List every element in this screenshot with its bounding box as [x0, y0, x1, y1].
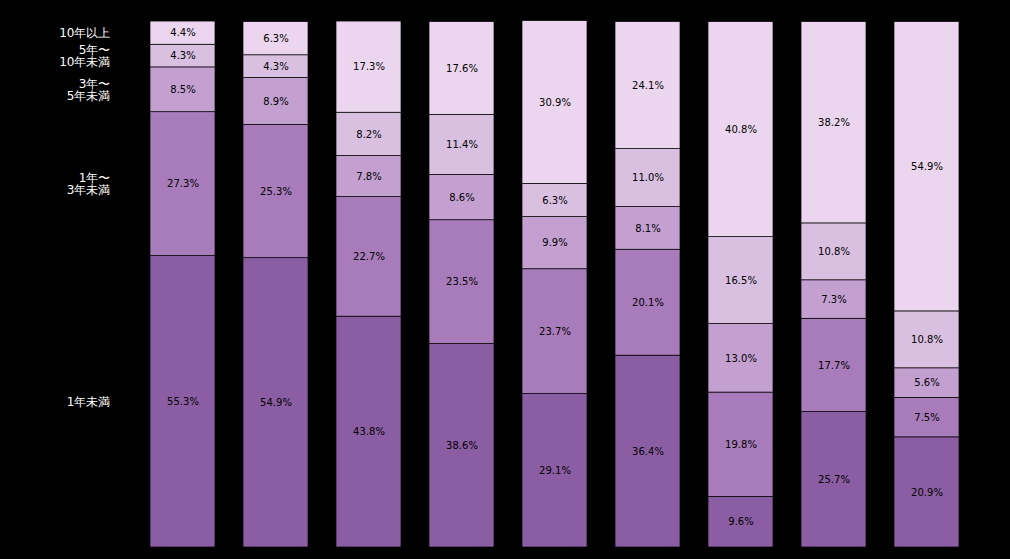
- svg-text:25.7%: 25.7%: [818, 474, 850, 485]
- svg-text:20.9%: 20.9%: [911, 487, 943, 498]
- svg-text:8.2%: 8.2%: [356, 129, 381, 140]
- svg-text:13.0%: 13.0%: [725, 353, 757, 364]
- svg-text:30.9%: 30.9%: [539, 97, 571, 108]
- svg-text:38.6%: 38.6%: [446, 440, 478, 451]
- svg-text:17.6%: 17.6%: [446, 63, 478, 74]
- svg-text:20.1%: 20.1%: [632, 297, 664, 308]
- svg-text:22.7%: 22.7%: [353, 251, 385, 262]
- svg-text:10.8%: 10.8%: [818, 246, 850, 257]
- svg-text:4.4%: 4.4%: [170, 27, 195, 38]
- svg-text:24.1%: 24.1%: [632, 80, 664, 91]
- svg-text:38.2%: 38.2%: [818, 117, 850, 128]
- svg-text:6.3%: 6.3%: [263, 33, 288, 44]
- svg-text:11.0%: 11.0%: [632, 172, 664, 183]
- svg-text:36.4%: 36.4%: [632, 446, 664, 457]
- svg-text:1年未満: 1年未満: [67, 395, 111, 409]
- svg-text:8.5%: 8.5%: [170, 84, 195, 95]
- svg-text:54.9%: 54.9%: [260, 397, 292, 408]
- svg-text:23.5%: 23.5%: [446, 276, 478, 287]
- svg-text:19.8%: 19.8%: [725, 439, 757, 450]
- svg-text:23.7%: 23.7%: [539, 326, 571, 337]
- svg-text:5年〜10年未満: 5年〜10年未満: [59, 43, 110, 69]
- svg-text:54.9%: 54.9%: [911, 161, 943, 172]
- svg-text:7.8%: 7.8%: [356, 171, 381, 182]
- svg-text:40.8%: 40.8%: [725, 124, 757, 135]
- svg-text:43.8%: 43.8%: [353, 426, 385, 437]
- svg-text:17.3%: 17.3%: [353, 61, 385, 72]
- svg-text:11.4%: 11.4%: [446, 139, 478, 150]
- svg-text:17.7%: 17.7%: [818, 360, 850, 371]
- svg-text:55.3%: 55.3%: [167, 396, 199, 407]
- svg-text:27.3%: 27.3%: [167, 178, 199, 189]
- svg-text:8.1%: 8.1%: [635, 223, 660, 234]
- svg-text:7.3%: 7.3%: [821, 294, 846, 305]
- svg-text:8.6%: 8.6%: [449, 192, 474, 203]
- svg-text:4.3%: 4.3%: [263, 61, 288, 72]
- svg-text:25.3%: 25.3%: [260, 186, 292, 197]
- svg-text:3年〜5年未満: 3年〜5年未満: [67, 77, 111, 103]
- svg-text:29.1%: 29.1%: [539, 465, 571, 476]
- svg-text:16.5%: 16.5%: [725, 275, 757, 286]
- svg-text:10年以上: 10年以上: [59, 26, 110, 40]
- svg-text:9.9%: 9.9%: [542, 237, 567, 248]
- svg-text:8.9%: 8.9%: [263, 96, 288, 107]
- svg-text:5.6%: 5.6%: [914, 377, 939, 388]
- svg-text:1年〜3年未満: 1年〜3年未満: [67, 171, 111, 197]
- svg-text:7.5%: 7.5%: [914, 412, 939, 423]
- svg-text:10.8%: 10.8%: [911, 334, 943, 345]
- svg-text:6.3%: 6.3%: [542, 195, 567, 206]
- svg-text:9.6%: 9.6%: [728, 516, 753, 527]
- svg-text:4.3%: 4.3%: [170, 50, 195, 61]
